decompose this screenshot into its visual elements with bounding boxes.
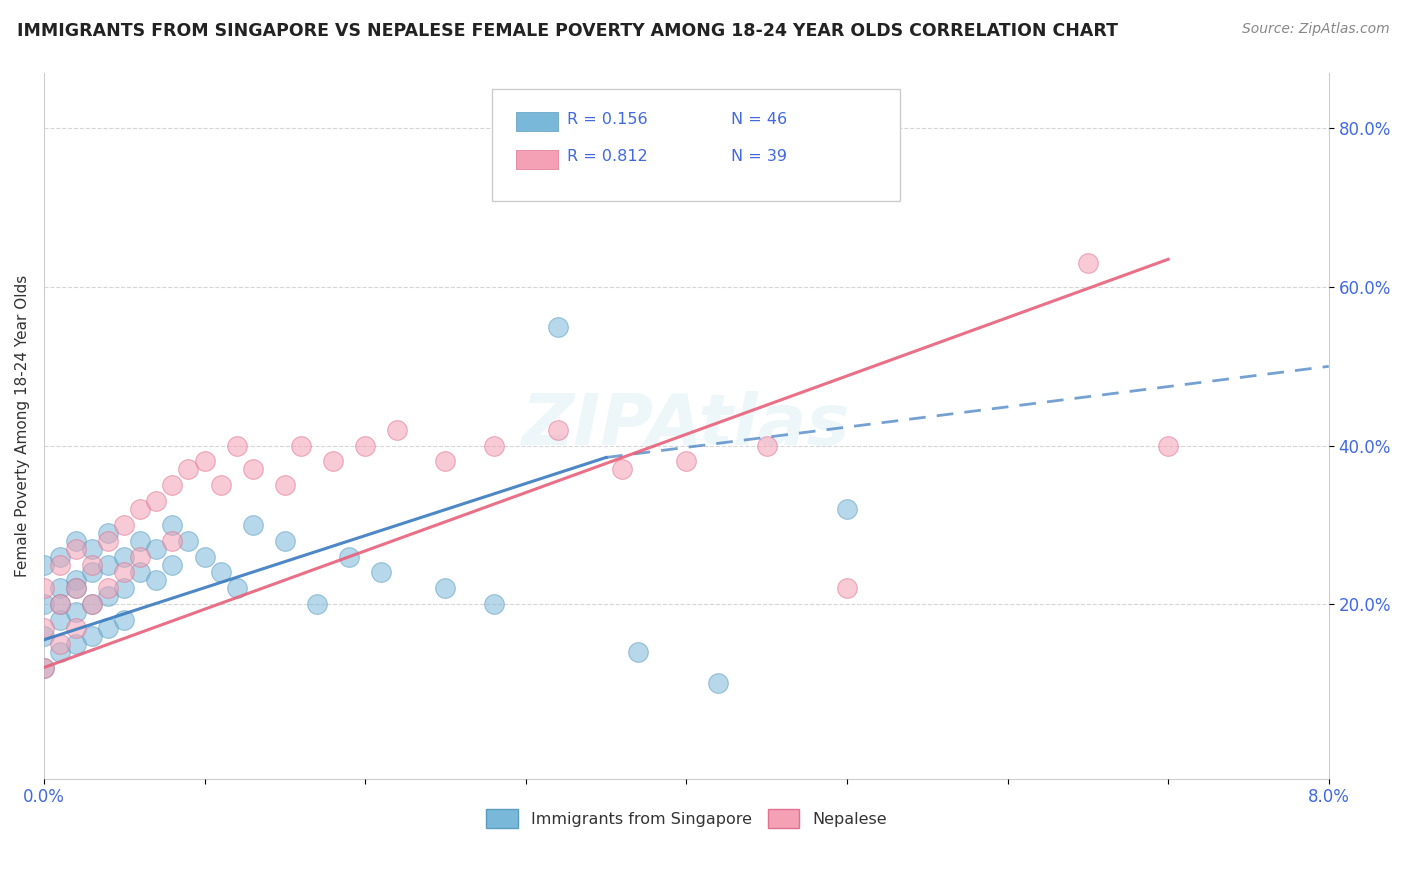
Point — [162, 478, 184, 492]
Point — [80, 566, 103, 580]
Point — [129, 566, 152, 580]
Point — [112, 566, 135, 580]
Point — [65, 582, 87, 596]
Point — [32, 597, 55, 611]
Point — [305, 597, 328, 611]
Point — [835, 502, 858, 516]
Point — [322, 454, 344, 468]
Point — [354, 439, 377, 453]
Point — [80, 541, 103, 556]
Point — [177, 533, 200, 548]
Point — [97, 621, 120, 635]
Text: R = 0.812: R = 0.812 — [567, 149, 647, 164]
Point — [755, 439, 778, 453]
Point — [835, 582, 858, 596]
Text: IMMIGRANTS FROM SINGAPORE VS NEPALESE FEMALE POVERTY AMONG 18-24 YEAR OLDS CORRE: IMMIGRANTS FROM SINGAPORE VS NEPALESE FE… — [17, 22, 1118, 40]
Point — [627, 645, 650, 659]
Point — [290, 439, 312, 453]
Point — [129, 502, 152, 516]
Point — [482, 597, 505, 611]
Point — [97, 525, 120, 540]
Point — [65, 605, 87, 619]
Point — [65, 541, 87, 556]
Point — [65, 574, 87, 588]
Point — [145, 541, 167, 556]
Point — [97, 589, 120, 603]
Point — [242, 517, 264, 532]
Point — [434, 454, 457, 468]
Point — [162, 533, 184, 548]
Point — [434, 582, 457, 596]
Point — [610, 462, 633, 476]
Point — [49, 597, 72, 611]
Point — [97, 558, 120, 572]
Point — [209, 566, 232, 580]
Point — [32, 660, 55, 674]
Point — [49, 549, 72, 564]
Point — [65, 533, 87, 548]
Point — [145, 494, 167, 508]
Point — [162, 558, 184, 572]
Text: R = 0.156: R = 0.156 — [567, 112, 647, 127]
Point — [1157, 439, 1180, 453]
Text: Source: ZipAtlas.com: Source: ZipAtlas.com — [1241, 22, 1389, 37]
Y-axis label: Female Poverty Among 18-24 Year Olds: Female Poverty Among 18-24 Year Olds — [15, 275, 30, 577]
Point — [112, 582, 135, 596]
Point — [225, 582, 247, 596]
Point — [337, 549, 360, 564]
Legend: Immigrants from Singapore, Nepalese: Immigrants from Singapore, Nepalese — [479, 803, 893, 834]
Point — [49, 637, 72, 651]
Point — [32, 558, 55, 572]
Point — [209, 478, 232, 492]
Point — [387, 423, 409, 437]
Point — [49, 645, 72, 659]
Point — [112, 549, 135, 564]
Text: ZIPAtlas: ZIPAtlas — [522, 392, 851, 460]
Point — [675, 454, 697, 468]
Point — [1077, 256, 1099, 270]
Point — [707, 676, 730, 690]
Point — [129, 533, 152, 548]
Point — [370, 566, 392, 580]
Point — [80, 597, 103, 611]
Point — [65, 637, 87, 651]
Point — [112, 517, 135, 532]
Point — [193, 549, 215, 564]
Text: N = 39: N = 39 — [731, 149, 787, 164]
Point — [65, 621, 87, 635]
Point — [274, 533, 297, 548]
Point — [49, 597, 72, 611]
Point — [547, 423, 569, 437]
Point — [482, 439, 505, 453]
Point — [162, 517, 184, 532]
Point — [274, 478, 297, 492]
Point — [49, 558, 72, 572]
Point — [49, 613, 72, 627]
Point — [129, 549, 152, 564]
Point — [242, 462, 264, 476]
Point — [80, 597, 103, 611]
Point — [32, 582, 55, 596]
Point — [80, 558, 103, 572]
Point — [32, 629, 55, 643]
Point — [65, 582, 87, 596]
Point — [49, 582, 72, 596]
Point — [97, 533, 120, 548]
Point — [177, 462, 200, 476]
Point — [145, 574, 167, 588]
Point — [193, 454, 215, 468]
Point — [80, 629, 103, 643]
Point — [97, 582, 120, 596]
Text: N = 46: N = 46 — [731, 112, 787, 127]
Point — [32, 660, 55, 674]
Point — [32, 621, 55, 635]
Point — [112, 613, 135, 627]
Point — [547, 319, 569, 334]
Point — [225, 439, 247, 453]
